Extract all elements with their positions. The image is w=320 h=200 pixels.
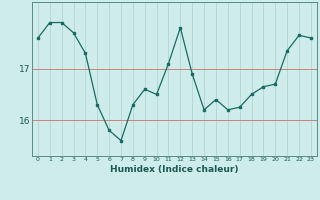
X-axis label: Humidex (Indice chaleur): Humidex (Indice chaleur): [110, 165, 239, 174]
